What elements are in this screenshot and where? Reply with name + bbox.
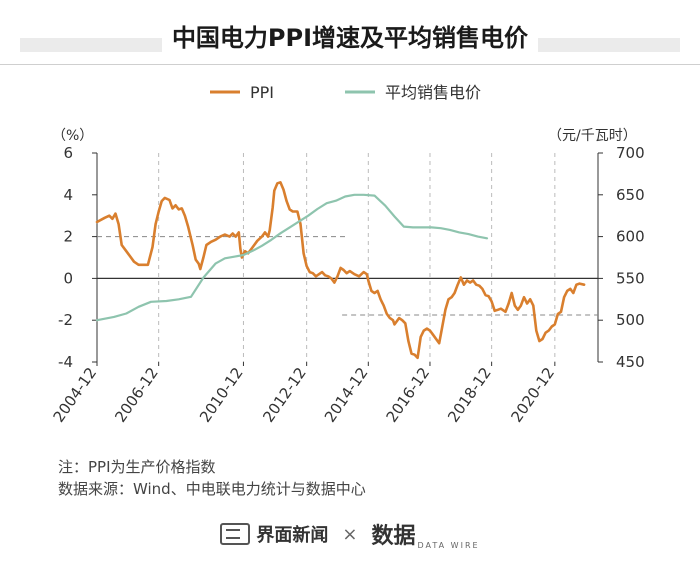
right-tick-label: 650 — [616, 186, 645, 204]
legend-label-price: 平均销售电价 — [385, 83, 481, 102]
chart-title: 中国电力PPI增速及平均销售电价 — [161, 18, 539, 53]
right-tick-label: 550 — [616, 269, 645, 287]
x-tick-label: 2006-12 — [111, 364, 162, 426]
left-tick-label: 6 — [63, 144, 73, 162]
right-axis-unit: （元/千瓦时） — [548, 128, 637, 144]
left-tick-label: -4 — [58, 353, 73, 371]
right-tick-label: 450 — [616, 353, 645, 371]
notes: 注：PPI为生产价格指数 数据来源：Wind、中电联电力统计与数据中心 — [58, 456, 366, 500]
chart-title-wrap: 中国电力PPI增速及平均销售电价 — [0, 18, 700, 53]
series-line-price — [95, 193, 489, 322]
x-tick-label: 2004-12 — [50, 364, 101, 426]
footer-times: × — [342, 523, 358, 545]
legend-label-ppi: PPI — [250, 83, 274, 102]
series-line-ppi — [95, 181, 586, 360]
footer: 界面新闻 × 数据 DATA WIRE — [0, 518, 700, 550]
left-axis-unit: （%） — [52, 128, 93, 144]
x-tick-label: 2020-12 — [507, 364, 558, 426]
left-tick-label: 0 — [63, 269, 73, 287]
right-tick-label: 500 — [616, 311, 645, 329]
footer-brand-datawire: 数据 — [371, 524, 416, 549]
x-tick-label: 2010-12 — [196, 364, 247, 426]
left-tick-label: 2 — [63, 228, 73, 246]
right-tick-label: 700 — [616, 144, 645, 162]
left-tick-label: -2 — [58, 311, 73, 329]
title-divider — [0, 64, 700, 65]
footer-brand-datawire-sub: DATA WIRE — [417, 541, 480, 550]
left-tick-label: 4 — [63, 186, 73, 204]
x-tick-label: 2012-12 — [259, 364, 310, 426]
right-tick-label: 600 — [616, 228, 645, 246]
note-ppi: 注：PPI为生产价格指数 — [58, 458, 216, 476]
jiemian-logo-icon — [220, 523, 251, 545]
x-tick-label: 2018-12 — [444, 364, 495, 426]
x-tick-label: 2014-12 — [321, 364, 372, 426]
x-tick-label: 2016-12 — [383, 364, 434, 426]
footer-brand-jiemian: 界面新闻 — [256, 525, 329, 546]
note-source: 数据来源：Wind、中电联电力统计与数据中心 — [58, 480, 366, 498]
